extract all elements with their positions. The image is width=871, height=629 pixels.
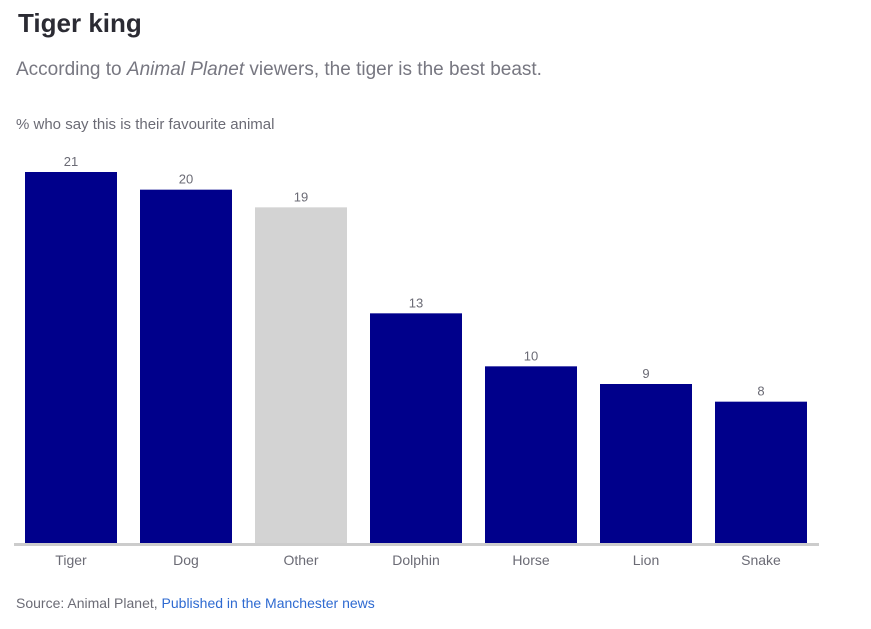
source-note: Source: Animal Planet, Published in the … [16,595,375,611]
bar-dolphin [370,313,462,543]
data-label-dolphin: 13 [409,295,423,310]
x-tick-snake: Snake [741,552,781,568]
x-tick-dog: Dog [173,552,199,568]
x-tick-labels: Tiger Dog Other Dolphin Horse Lion Snake [55,552,781,568]
bar-chart: 21 20 19 13 10 9 8 Tiger Dog Other Dolphin Horse Li… [14,154,819,568]
source-link[interactable]: Published in the Manchester news [161,595,375,611]
bar-dog [140,189,232,543]
data-label-snake: 8 [757,384,764,399]
data-label-tiger: 21 [64,154,78,169]
bar-tiger [25,172,117,543]
x-tick-other: Other [283,552,318,568]
subtitle-text-after: viewers, the tiger is the best beast. [244,59,542,80]
bar-group: 21 20 19 13 10 9 8 [25,154,807,543]
x-tick-tiger: Tiger [55,552,87,568]
subtitle-emphasis: Animal Planet [126,59,245,80]
data-label-dog: 20 [179,172,193,187]
bar-horse [485,366,577,543]
x-tick-lion: Lion [633,552,659,568]
data-label-lion: 9 [642,366,649,381]
bar-lion [600,384,692,543]
data-label-horse: 10 [524,348,538,363]
x-tick-horse: Horse [512,552,550,568]
chart-subtitle: According to Animal Planet viewers, the … [16,59,542,81]
bar-snake [715,401,807,543]
subtitle-text-before: According to [16,59,127,80]
source-prefix: Source: Animal Planet, [16,595,162,611]
x-tick-dolphin: Dolphin [392,552,439,568]
y-axis-label: % who say this is their favourite animal [16,116,275,133]
data-label-other: 19 [294,189,308,204]
chart-title: Tiger king [18,8,142,38]
bar-other [255,207,347,543]
